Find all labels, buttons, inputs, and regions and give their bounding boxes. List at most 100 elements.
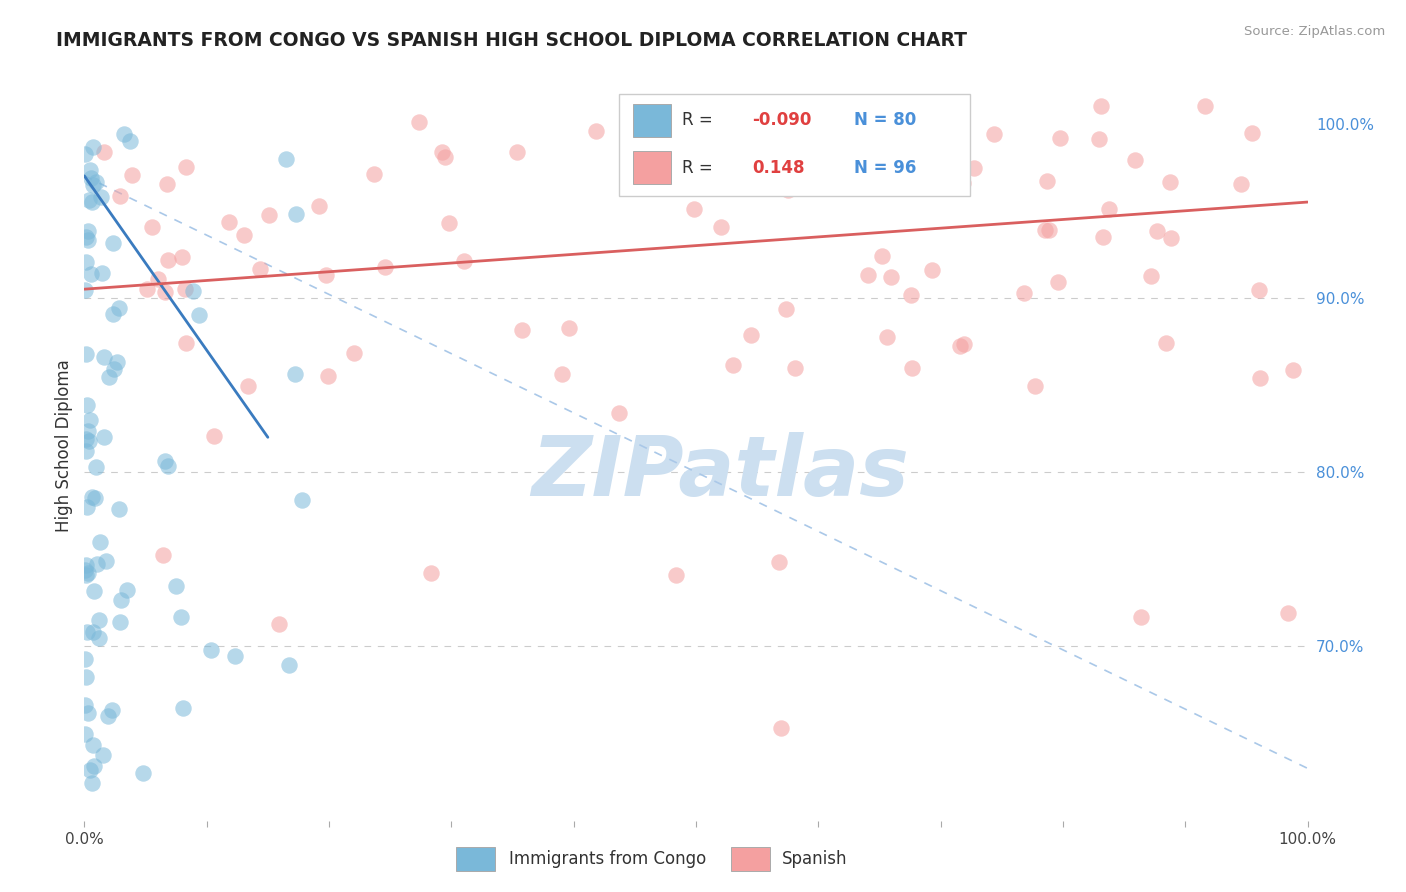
Bar [633, 151, 671, 184]
Point [433, 150, 456, 164]
Text: Immigrants from Congo: Immigrants from Congo [509, 849, 706, 868]
Point [172, 250, 194, 264]
Point [108, 189, 131, 203]
Point [308, 199, 330, 213]
Point [107, 502, 129, 516]
Point [768, 555, 790, 569]
Point [75, 558, 97, 573]
Point [363, 167, 385, 181]
Point [510, 323, 533, 337]
Point [96, 554, 118, 568]
Point [153, 285, 176, 299]
Point [118, 135, 141, 149]
Point [91, 747, 114, 762]
Point [76, 398, 98, 412]
Point [75, 255, 97, 269]
Point [373, 260, 395, 274]
Point [146, 272, 169, 286]
Point [232, 228, 254, 243]
Point [108, 615, 131, 630]
Point [316, 369, 339, 384]
Point [165, 579, 187, 593]
Text: ZIPatlas: ZIPatlas [531, 432, 910, 513]
Point [97, 709, 120, 723]
Point [93, 350, 115, 364]
Point [617, 133, 640, 147]
Point [101, 703, 124, 717]
Point [75, 230, 97, 244]
Point [775, 301, 797, 316]
Point [1249, 371, 1271, 385]
Point [723, 358, 745, 372]
Point [858, 268, 880, 282]
Point [249, 261, 271, 276]
Text: N = 80: N = 80 [855, 112, 917, 129]
Point [172, 701, 194, 715]
Point [156, 458, 179, 473]
Point [224, 649, 246, 664]
Point [80, 267, 103, 281]
Point [804, 106, 827, 120]
Point [505, 145, 527, 159]
Text: IMMIGRANTS FROM CONGO VS SPANISH HIGH SCHOOL DIPLOMA CORRELATION CHART: IMMIGRANTS FROM CONGO VS SPANISH HIGH SC… [56, 31, 967, 50]
Point [82, 625, 104, 640]
Point [114, 127, 136, 141]
Point [665, 568, 688, 582]
Point [75, 443, 97, 458]
Point [1046, 275, 1069, 289]
Point [921, 263, 943, 277]
Point [170, 610, 193, 624]
Point [1123, 153, 1146, 167]
Point [84, 491, 107, 505]
Point [278, 658, 301, 673]
Point [1033, 223, 1056, 237]
Text: R =: R = [682, 112, 718, 129]
Point [676, 123, 699, 137]
Point [103, 307, 125, 321]
Point [1036, 174, 1059, 188]
Point [200, 643, 222, 657]
Point [141, 220, 163, 235]
Bar [633, 104, 671, 136]
Point [89, 535, 111, 549]
Point [83, 583, 105, 598]
Point [761, 149, 783, 163]
Point [76, 500, 98, 515]
Point [983, 127, 1005, 141]
Point [152, 548, 174, 562]
Point [949, 339, 972, 353]
Point [75, 346, 97, 360]
Point [121, 168, 143, 182]
Point [82, 738, 104, 752]
Point [73, 147, 96, 161]
Point [80, 171, 103, 186]
Point [291, 492, 314, 507]
Point [1130, 610, 1153, 624]
Point [343, 345, 366, 359]
Point [73, 563, 96, 577]
Point [132, 766, 155, 780]
Text: N = 96: N = 96 [855, 159, 917, 177]
Point [77, 224, 100, 238]
Point [105, 355, 128, 369]
Point [155, 454, 177, 468]
Point [1038, 223, 1060, 237]
Point [1012, 285, 1035, 300]
Point [86, 460, 108, 475]
Point [770, 721, 793, 735]
Point [103, 361, 125, 376]
Point [952, 337, 974, 351]
Point [181, 285, 204, 299]
Point [1154, 335, 1177, 350]
Point [79, 413, 101, 427]
Point [1194, 99, 1216, 113]
Point [952, 176, 974, 190]
Point [1098, 202, 1121, 217]
Point [453, 254, 475, 268]
Point [87, 631, 110, 645]
Point [437, 216, 460, 230]
Point [551, 367, 574, 381]
Bar [731, 847, 770, 871]
Point [77, 425, 100, 439]
Point [73, 698, 96, 712]
